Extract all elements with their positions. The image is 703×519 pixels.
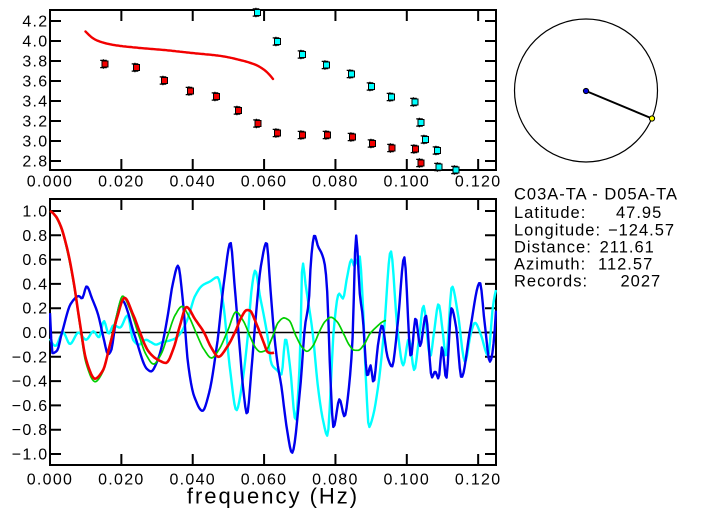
svg-text:47.95: 47.95	[616, 204, 662, 222]
svg-text:C03A-TA - D05A-TA: C03A-TA - D05A-TA	[514, 185, 678, 203]
svg-text:0.040: 0.040	[169, 472, 216, 489]
svg-text:112.57: 112.57	[598, 256, 653, 274]
svg-text:0.100: 0.100	[384, 174, 431, 191]
svg-text:−0.8: −0.8	[12, 422, 49, 439]
svg-text:3.4: 3.4	[22, 94, 48, 111]
svg-text:0.100: 0.100	[384, 472, 431, 489]
svg-text:3.0: 3.0	[22, 134, 48, 151]
svg-text:2.8: 2.8	[22, 154, 48, 171]
svg-text:0.6: 0.6	[22, 252, 48, 269]
svg-text:2027: 2027	[621, 272, 662, 290]
svg-text:Records:: Records:	[514, 272, 588, 290]
svg-text:3.6: 3.6	[22, 74, 48, 91]
svg-text:0.120: 0.120	[455, 472, 502, 489]
svg-text:0.8: 0.8	[22, 228, 48, 245]
svg-text:−124.57: −124.57	[608, 222, 675, 240]
svg-text:0.040: 0.040	[169, 174, 216, 191]
svg-text:0.060: 0.060	[241, 472, 288, 489]
svg-text:Azimuth:: Azimuth:	[514, 256, 586, 274]
svg-text:0.120: 0.120	[455, 174, 502, 191]
svg-text:0.000: 0.000	[27, 472, 74, 489]
svg-text:4.2: 4.2	[22, 14, 48, 31]
svg-text:−0.6: −0.6	[12, 398, 49, 415]
svg-text:0.4: 0.4	[22, 276, 48, 293]
svg-text:frequency (Hz): frequency (Hz)	[187, 484, 359, 509]
svg-text:0.020: 0.020	[98, 472, 145, 489]
svg-text:0.060: 0.060	[241, 174, 288, 191]
svg-text:4.0: 4.0	[22, 34, 48, 51]
svg-text:0.020: 0.020	[98, 174, 145, 191]
svg-text:−0.4: −0.4	[12, 374, 49, 391]
svg-text:0.080: 0.080	[312, 174, 359, 191]
svg-text:0.000: 0.000	[27, 174, 74, 191]
svg-text:1.0: 1.0	[22, 204, 48, 221]
svg-text:−1.0: −1.0	[12, 447, 49, 464]
svg-text:0.2: 0.2	[22, 301, 48, 318]
svg-text:0.0: 0.0	[22, 325, 48, 342]
svg-text:3.2: 3.2	[22, 114, 48, 131]
svg-text:−0.2: −0.2	[12, 349, 49, 366]
svg-text:3.8: 3.8	[22, 54, 48, 71]
svg-text:Distance:: Distance:	[514, 239, 592, 257]
svg-text:Longitude:: Longitude:	[514, 222, 601, 240]
svg-text:211.61: 211.61	[600, 239, 655, 257]
svg-text:Latitude:: Latitude:	[514, 204, 586, 222]
svg-text:0.080: 0.080	[312, 472, 359, 489]
